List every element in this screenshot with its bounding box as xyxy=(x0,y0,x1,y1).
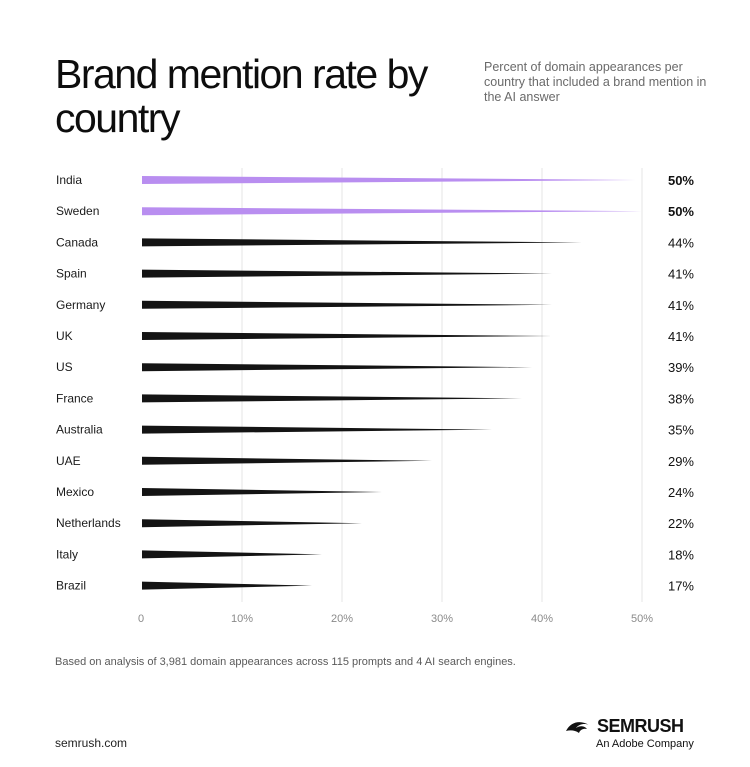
value-label: 41% xyxy=(668,267,694,282)
value-label: 24% xyxy=(668,485,694,500)
bar-chart: 0 10% 20% 30% 40% 50% India 50% Sweden 50% Canada 4… xyxy=(56,168,694,625)
value-label: 18% xyxy=(668,547,694,562)
category-label: US xyxy=(56,360,73,374)
category-label: Germany xyxy=(56,298,105,312)
bar xyxy=(142,581,312,590)
brand-name: SEMRUSH xyxy=(597,716,684,736)
page-title: Brand mention rate by country xyxy=(55,51,428,141)
category-label: France xyxy=(56,391,94,405)
category-label: Brazil xyxy=(56,579,86,593)
value-label: 39% xyxy=(668,360,694,375)
value-label: 22% xyxy=(668,516,694,531)
bar xyxy=(142,238,582,247)
value-label: 38% xyxy=(668,391,694,406)
value-label: 44% xyxy=(668,235,694,250)
category-label: Netherlands xyxy=(56,516,121,530)
value-label: 50% xyxy=(668,204,694,219)
x-tick-label: 50% xyxy=(631,613,653,625)
value-label: 35% xyxy=(668,423,694,438)
x-tick-label: 20% xyxy=(331,613,353,625)
bar xyxy=(142,300,552,309)
bar xyxy=(142,550,322,559)
chart-subtitle: Percent of domain appearances per countr… xyxy=(484,60,707,104)
bar xyxy=(142,488,382,496)
bar xyxy=(142,363,532,372)
category-label: Australia xyxy=(56,423,103,437)
x-tick-label: 40% xyxy=(531,613,553,625)
category-label: Mexico xyxy=(56,485,94,499)
value-label: 41% xyxy=(668,329,694,344)
value-label: 50% xyxy=(668,173,694,188)
x-tick-label: 10% xyxy=(231,613,253,625)
brand-tagline: An Adobe Company xyxy=(596,738,694,750)
bar xyxy=(142,425,492,434)
category-label: Spain xyxy=(56,267,87,281)
bar xyxy=(142,394,522,403)
x-tick-label: 30% xyxy=(431,613,453,625)
category-label: UAE xyxy=(56,454,81,468)
bar xyxy=(142,176,642,184)
x-tick-label: 0 xyxy=(138,613,144,625)
footnote: Based on analysis of 3,981 domain appear… xyxy=(55,656,516,668)
bar xyxy=(142,269,552,278)
bar xyxy=(142,207,642,216)
category-label: Canada xyxy=(56,235,98,249)
semrush-flame-icon xyxy=(566,721,589,733)
brand-logo: SEMRUSH An Adobe Company xyxy=(565,716,705,750)
bar xyxy=(142,456,432,465)
category-label: UK xyxy=(56,329,73,343)
bar xyxy=(142,519,362,528)
category-label: Italy xyxy=(56,547,78,561)
category-label: India xyxy=(56,173,82,187)
value-label: 17% xyxy=(668,579,694,594)
site-url: semrush.com xyxy=(55,736,128,750)
bar xyxy=(142,332,552,340)
value-label: 41% xyxy=(668,298,694,313)
value-label: 29% xyxy=(668,454,694,469)
category-label: Sweden xyxy=(56,204,99,218)
